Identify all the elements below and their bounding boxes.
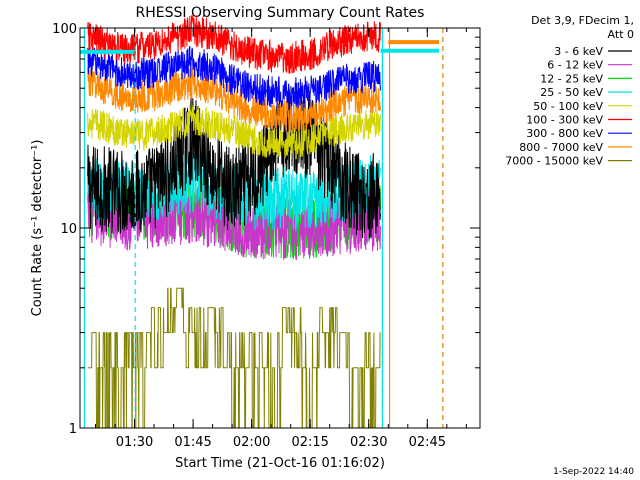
- legend-label-7: 800 - 7000 keV: [519, 141, 603, 154]
- legend-header-line-2: Att 0: [608, 28, 634, 41]
- series-layer: [87, 14, 381, 429]
- x-tick-label-5: 02:45: [409, 435, 446, 450]
- legend-label-8: 7000 - 15000 keV: [505, 155, 603, 168]
- chart-title: RHESSI Observing Summary Count Rates: [136, 5, 425, 21]
- legend-label-1: 6 - 12 keV: [547, 59, 603, 72]
- y-axis-label: Count Rate (s⁻¹ detector⁻¹): [30, 140, 45, 317]
- overlay-layer: [80, 40, 440, 54]
- x-tick-label-1: 01:45: [174, 435, 211, 450]
- legend-label-5: 100 - 300 keV: [526, 114, 603, 127]
- series-line-0: [87, 85, 381, 239]
- series-line-8: [87, 287, 381, 429]
- marker-layer: [83, 28, 444, 428]
- timestamp: 1-Sep-2022 14:40: [553, 467, 634, 477]
- legend-header-line-1: Det 3,9, FDecim 1,: [531, 14, 634, 27]
- series-line-5: [87, 14, 381, 75]
- legend-label-0: 3 - 6 keV: [554, 45, 603, 58]
- y-tick-label-2: 100: [52, 22, 77, 37]
- axis-layer: 01:30 01:45 02:00 02:15 02:30 02:45 1 10 100: [52, 22, 480, 450]
- x-axis-label: Start Time (21-Oct-16 01:16:02): [175, 456, 385, 471]
- legend-label-3: 25 - 50 keV: [540, 86, 603, 99]
- legend-label-6: 300 - 800 keV: [526, 127, 603, 140]
- series-line-6: [87, 44, 381, 110]
- y-tick-label-1: 10: [60, 222, 77, 237]
- legend-label-4: 50 - 100 keV: [533, 100, 603, 113]
- x-tick-label-3: 02:15: [291, 435, 328, 450]
- x-tick-label-4: 02:30: [350, 435, 387, 450]
- x-tick-label-0: 01:30: [116, 435, 153, 450]
- x-tick-label-2: 02:00: [233, 435, 270, 450]
- y-tick-label-0: 1: [69, 422, 77, 437]
- legend-label-2: 12 - 25 keV: [540, 72, 603, 85]
- series-line-7: [87, 66, 381, 133]
